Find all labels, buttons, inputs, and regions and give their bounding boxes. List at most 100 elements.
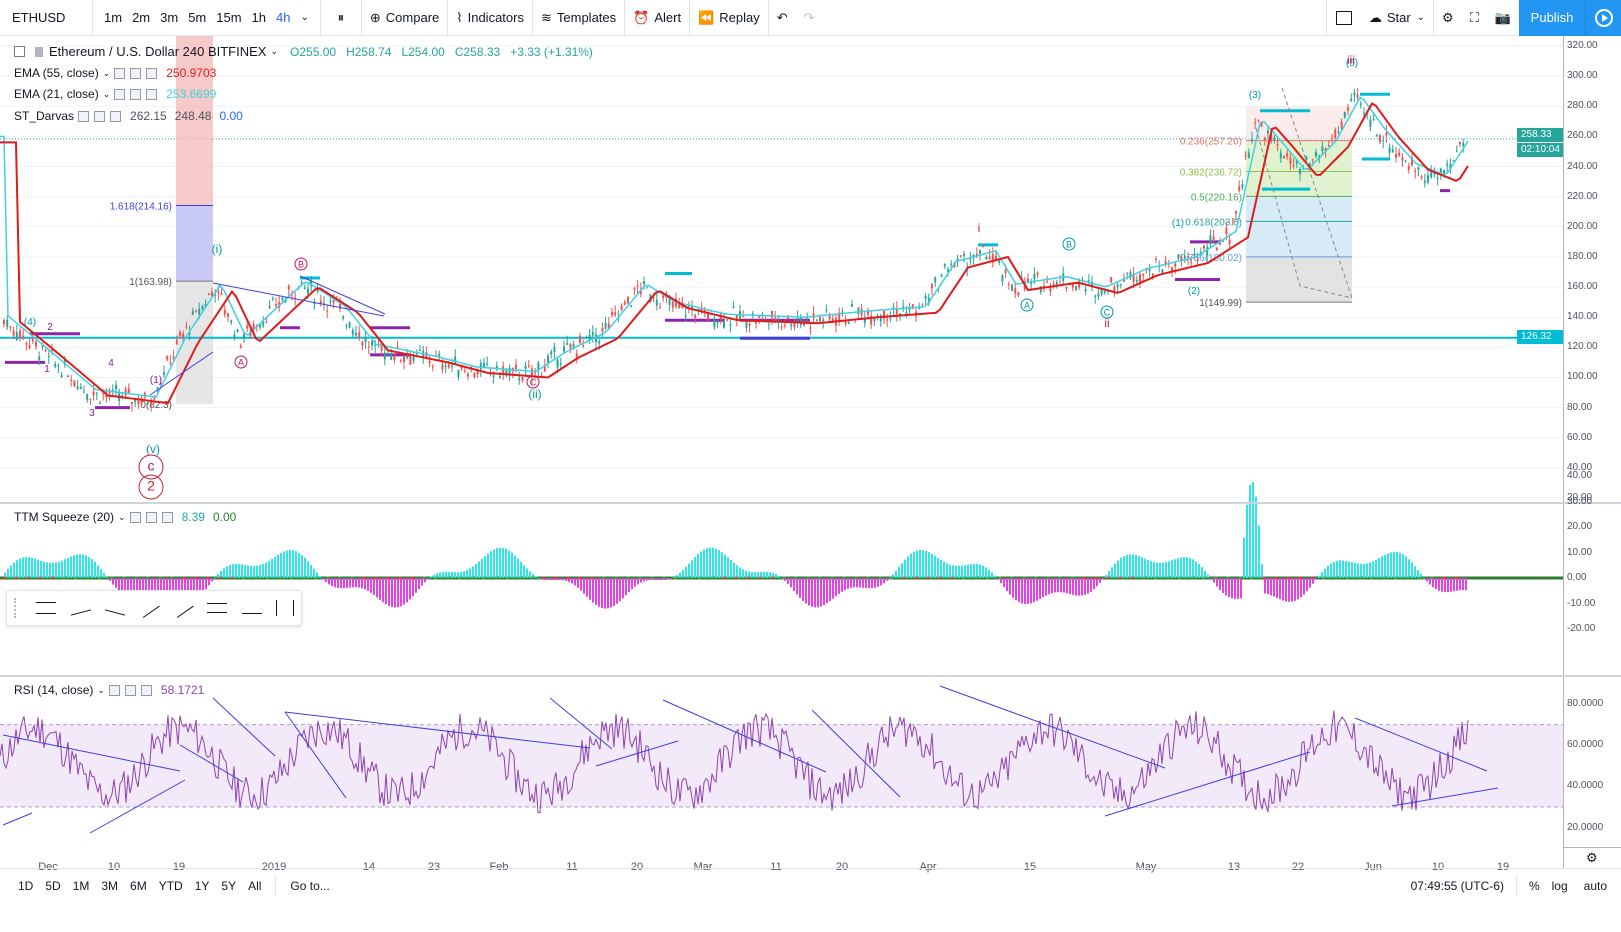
trend-line-icon[interactable] xyxy=(138,598,160,618)
squeeze-bar xyxy=(292,550,294,578)
collapse-icon[interactable] xyxy=(14,46,25,57)
eye-icon[interactable] xyxy=(114,88,126,100)
range-ytd[interactable]: YTD xyxy=(158,878,183,893)
range-5d[interactable]: 5D xyxy=(45,878,61,893)
price-axis[interactable] xyxy=(1563,36,1621,502)
interval-4h[interactable]: 4h xyxy=(276,10,291,25)
snapshot-button[interactable]: 📷 xyxy=(1487,0,1519,36)
pane-divider[interactable] xyxy=(0,675,1621,677)
redo-button[interactable]: ↷ xyxy=(796,0,823,36)
interval-3m[interactable]: 3m xyxy=(160,10,179,25)
close-icon[interactable] xyxy=(110,110,122,122)
range-1y[interactable]: 1Y xyxy=(194,878,210,893)
chevron-down-icon[interactable]: ⌄ xyxy=(300,12,309,23)
darvas-label[interactable]: ST_Darvas xyxy=(14,109,75,123)
star-button[interactable]: ☁ Star ⌄ xyxy=(1361,0,1433,36)
interval-1h[interactable]: 1h xyxy=(251,10,267,25)
alert-button[interactable]: ⏰ Alert xyxy=(625,0,689,36)
chart-style-button[interactable]: ⏸ xyxy=(321,0,361,36)
candle-body xyxy=(879,315,882,322)
clock-time[interactable]: 07:49:55 (UTC-6) xyxy=(1410,878,1504,893)
squeeze-label[interactable]: TTM Squeeze (20) xyxy=(14,510,115,524)
chevron-down-icon[interactable]: ⌄ xyxy=(102,88,111,99)
range-6m[interactable]: 6M xyxy=(130,878,147,893)
squeeze-bar xyxy=(409,578,411,600)
rsi-label[interactable]: RSI (14, close) xyxy=(14,683,94,697)
interval-15m[interactable]: 15m xyxy=(216,10,242,25)
chevron-down-icon[interactable]: ⌄ xyxy=(118,511,126,522)
candle-body xyxy=(598,340,601,344)
horizontal-line-icon[interactable] xyxy=(241,603,262,614)
pane-divider[interactable] xyxy=(0,502,1621,504)
squeeze-axis[interactable] xyxy=(1563,504,1621,675)
settings-corner[interactable]: ⚙ xyxy=(1563,847,1621,869)
candle-body xyxy=(467,373,469,377)
interval-5m[interactable]: 5m xyxy=(188,10,207,25)
range-all[interactable]: All xyxy=(248,878,262,893)
fib-tool-icon[interactable] xyxy=(36,602,57,614)
indicators-button[interactable]: ⌇ Indicators xyxy=(448,0,532,36)
candle-body xyxy=(1356,94,1359,98)
interval-2m[interactable]: 2m xyxy=(132,10,151,25)
squeeze-bar xyxy=(646,578,648,581)
gear-icon[interactable] xyxy=(124,684,136,696)
series-title[interactable]: Ethereum / U.S. Dollar 240 BITFINEX xyxy=(49,44,267,59)
squeeze-dot xyxy=(986,576,990,580)
squeeze-dot xyxy=(350,576,354,580)
fullscreen-button[interactable]: ⛶ xyxy=(1462,0,1487,36)
goto-button[interactable]: Go to... xyxy=(290,878,330,893)
compare-button[interactable]: ⊕ Compare xyxy=(362,0,447,36)
squeeze-bar xyxy=(1294,578,1296,601)
channel-icon[interactable] xyxy=(207,603,228,613)
symbol-search[interactable]: ETHUSD xyxy=(12,10,66,25)
play-button[interactable] xyxy=(1585,0,1621,36)
squeeze-bar xyxy=(685,566,687,578)
squeeze-bar xyxy=(109,578,111,581)
close-icon[interactable] xyxy=(146,88,158,100)
close-icon[interactable] xyxy=(161,511,173,523)
eye-icon[interactable] xyxy=(129,511,141,523)
chevron-down-icon[interactable]: ⌄ xyxy=(97,684,105,695)
percent-toggle[interactable]: % xyxy=(1528,878,1540,893)
replay-button[interactable]: ⏪ Replay xyxy=(690,0,768,36)
close-icon[interactable] xyxy=(140,684,152,696)
chevron-down-icon[interactable]: ⌄ xyxy=(270,46,279,56)
squeeze-bar xyxy=(160,578,162,594)
ema55-label[interactable]: EMA (55, close) xyxy=(14,66,99,80)
drag-handle-icon[interactable] xyxy=(14,598,22,618)
squeeze-bar xyxy=(433,574,435,578)
gear-icon[interactable] xyxy=(145,511,157,523)
ema21-label[interactable]: EMA (21, close) xyxy=(14,87,99,101)
settings-button[interactable]: ⚙ xyxy=(1434,0,1462,36)
eye-icon[interactable] xyxy=(108,684,120,696)
time-tick-label: Jun xyxy=(1364,861,1382,873)
undo-button[interactable]: ↶ xyxy=(769,0,796,36)
price-chart-canvas[interactable]: 1.618(214.16) 1(163.98) 0(82.3) 0.236(257.2… xyxy=(0,36,1563,868)
candle-body xyxy=(1363,112,1365,114)
wave-12345-icon[interactable] xyxy=(70,600,91,616)
interval-1m[interactable]: 1m xyxy=(104,10,123,25)
chevron-down-icon[interactable]: ⌄ xyxy=(102,67,111,78)
squeeze-bar xyxy=(1342,560,1344,578)
publish-button[interactable]: Publish xyxy=(1519,0,1585,36)
ray-icon[interactable] xyxy=(172,598,194,618)
range-3m[interactable]: 3M xyxy=(101,878,119,893)
auto-toggle[interactable]: auto xyxy=(1583,878,1607,893)
gear-icon[interactable] xyxy=(130,67,142,79)
ruler-icon[interactable] xyxy=(275,600,294,616)
squeeze-bar xyxy=(496,548,498,578)
close-icon[interactable] xyxy=(146,67,158,79)
range-1d[interactable]: 1D xyxy=(18,878,34,893)
range-5y[interactable]: 5Y xyxy=(221,878,237,893)
gear-icon[interactable] xyxy=(94,110,106,122)
range-1m[interactable]: 1M xyxy=(72,878,90,893)
rsi-axis[interactable] xyxy=(1563,677,1621,847)
eye-icon[interactable] xyxy=(114,67,126,79)
gear-icon[interactable] xyxy=(130,88,142,100)
templates-button[interactable]: ≋ Templates xyxy=(533,0,624,36)
fullscreen-rect-button[interactable] xyxy=(1327,0,1361,36)
eye-icon[interactable] xyxy=(78,110,90,122)
wave-abc-icon[interactable] xyxy=(104,600,125,616)
log-toggle[interactable]: log xyxy=(1551,878,1568,893)
candle-body xyxy=(1423,180,1426,183)
